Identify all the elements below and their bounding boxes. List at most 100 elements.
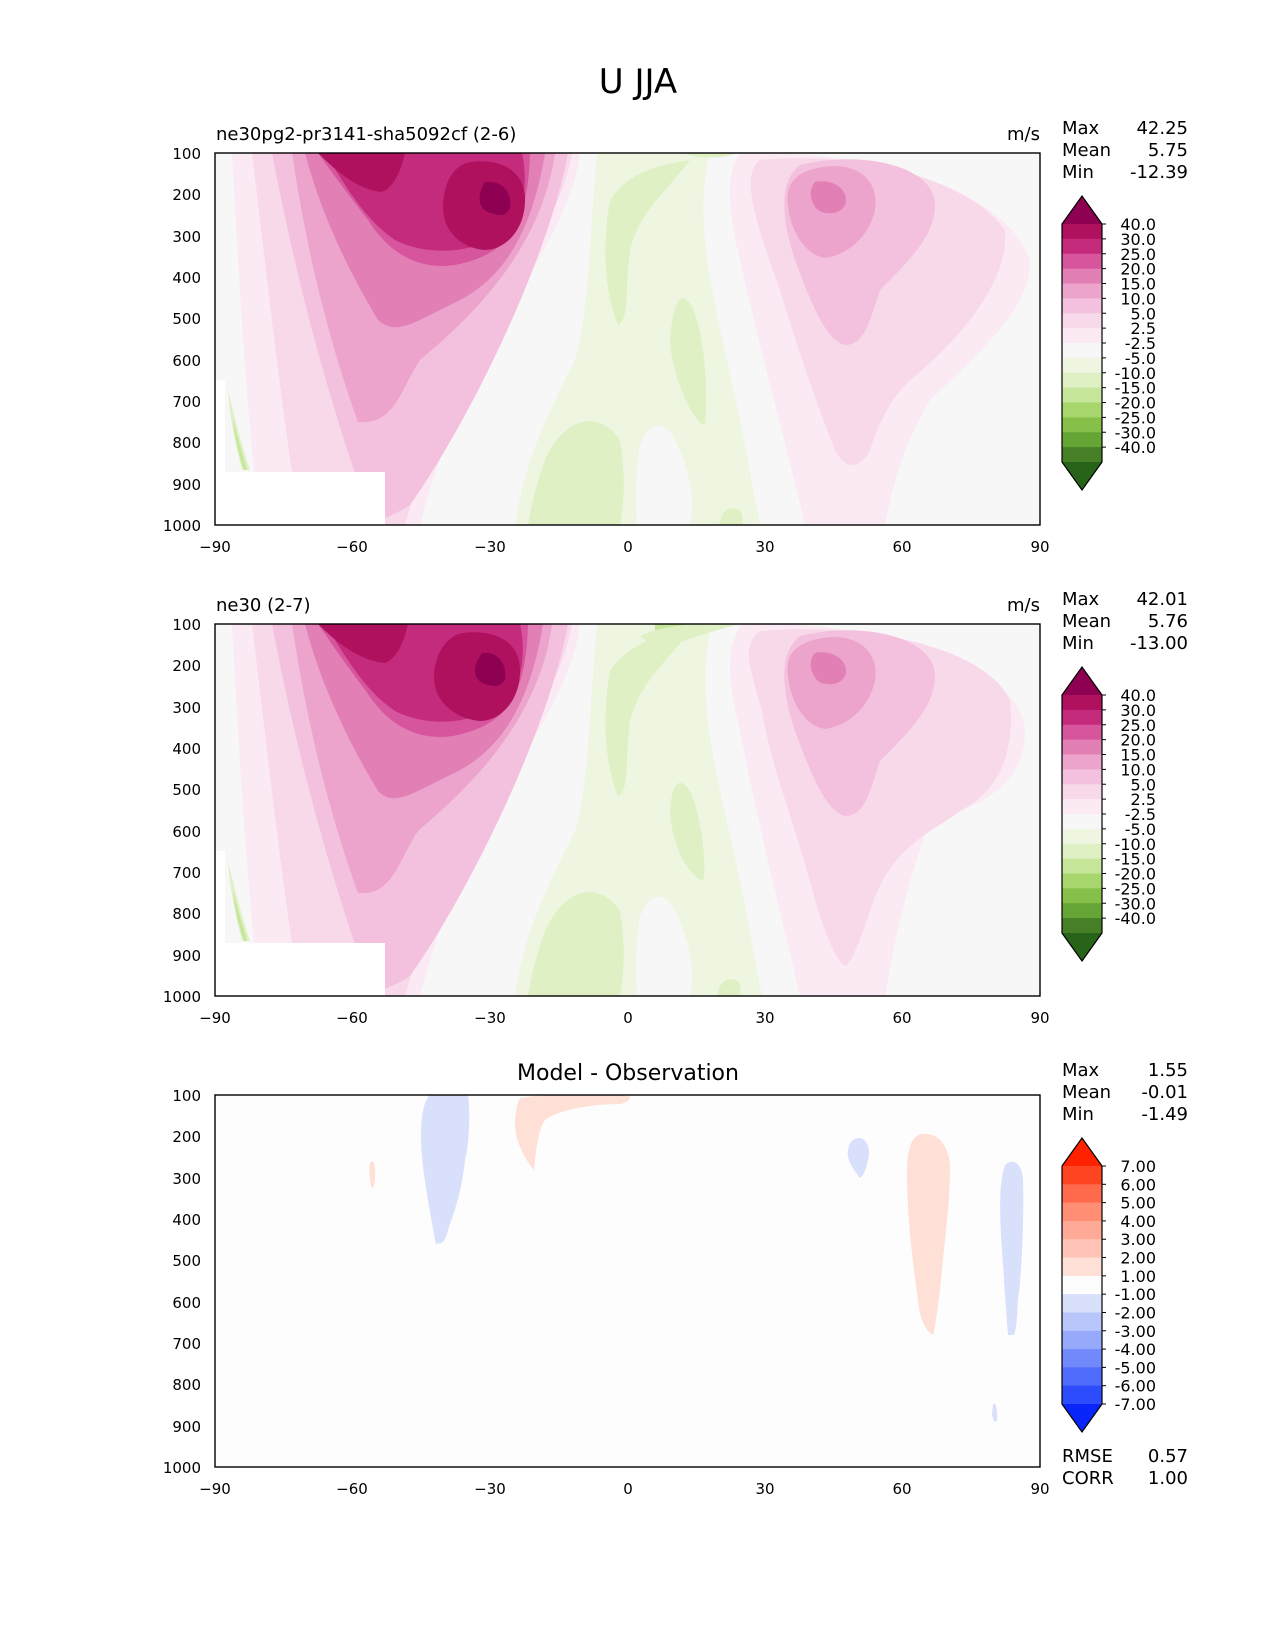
stat-corr-label: CORR — [1062, 1468, 1114, 1489]
stat-max-label: Max — [1062, 1060, 1100, 1081]
colorbar-level-label: 25.0 — [1120, 716, 1156, 735]
colorbar-bin — [1062, 253, 1102, 270]
colorbar-extension-top — [1062, 1138, 1102, 1166]
colorbar-level-label: -15.0 — [1115, 379, 1156, 398]
panel-difference-y-axis: 100 200 300 400 500 600 700 800 900 1000 — [163, 1087, 201, 1477]
anomaly-negative — [421, 1095, 470, 1245]
panel-test-xtick: 30 — [755, 538, 774, 556]
colorbar-bin — [1062, 1330, 1102, 1350]
panel-reference-units: m/s — [1007, 595, 1040, 616]
stat-mean-value: 5.75 — [1148, 140, 1188, 161]
panel-test-xtick: −30 — [474, 538, 506, 556]
colorbar-level-label: 10.0 — [1120, 289, 1156, 308]
colorbar-bin — [1062, 432, 1102, 448]
colorbar-level-label: 4.00 — [1120, 1212, 1156, 1231]
colorbar-level-label: -20.0 — [1115, 394, 1156, 413]
colorbar-bin — [1062, 1275, 1102, 1295]
colorbar-level-label: 30.0 — [1120, 701, 1156, 720]
panel-difference-xtick: −30 — [474, 1480, 506, 1498]
colorbar-bin — [1062, 1367, 1102, 1387]
stat-min-value: -12.39 — [1130, 162, 1188, 183]
panel-reference-ytick: 200 — [172, 657, 201, 675]
anomaly-positive — [369, 1161, 376, 1188]
colorbar-level-label: -25.0 — [1115, 408, 1156, 427]
panel-difference-ytick: 100 — [172, 1087, 201, 1105]
colorbar-level-label: 40.0 — [1120, 215, 1156, 234]
colorbar-bin — [1062, 903, 1102, 919]
stat-min-label: Min — [1062, 1104, 1094, 1125]
panel-reference-ytick: 100 — [172, 616, 201, 634]
colorbar-level-label: -40.0 — [1115, 438, 1156, 457]
panel-reference-xtick: 60 — [892, 1009, 911, 1027]
panel-test-ytick: 400 — [172, 269, 201, 287]
colorbar-bin — [1062, 1294, 1102, 1314]
colorbar-level-label: -40.0 — [1115, 909, 1156, 928]
colorbar-bin — [1062, 1312, 1102, 1332]
colorbar-level-label: -5.00 — [1115, 1358, 1156, 1377]
colorbar-level-label: 1.00 — [1120, 1267, 1156, 1286]
colorbar-bin — [1062, 417, 1102, 433]
anomaly-negative — [1000, 1161, 1024, 1335]
colorbar-bin — [1062, 224, 1102, 240]
panel-test-ytick: 300 — [172, 228, 201, 246]
colorbar-level-label: 6.00 — [1120, 1175, 1156, 1194]
panel-reference-ytick: 700 — [172, 864, 201, 882]
stat-mean-value: 5.76 — [1148, 611, 1188, 632]
colorbar-bin — [1062, 1257, 1102, 1277]
colorbar-level-label: 5.0 — [1131, 775, 1156, 794]
colorbar-bin — [1062, 918, 1102, 934]
panel-test-ytick: 800 — [172, 434, 201, 452]
colorbar-bin — [1062, 1385, 1102, 1405]
panel-test-ytick: 1000 — [163, 517, 201, 535]
figure-title: U JJA — [599, 62, 677, 102]
colorbar-bin — [1062, 313, 1102, 329]
stat-mean-label: Mean — [1062, 611, 1111, 632]
anomaly-negative — [992, 1403, 998, 1422]
panel-reference-frame — [214, 623, 1041, 997]
colorbar-level-label: -10.0 — [1115, 835, 1156, 854]
colorbar-level-label: -15.0 — [1115, 850, 1156, 869]
panel-test-xtick: −60 — [336, 538, 368, 556]
colorbar-level-label: -20.0 — [1115, 865, 1156, 884]
colorbar-level-label: 3.00 — [1120, 1230, 1156, 1249]
panel-reference-x-axis: −90 −60 −30 0 30 60 90 — [199, 1009, 1049, 1027]
panel-reference-ytick: 300 — [172, 699, 201, 717]
panel-difference-xtick: −60 — [336, 1480, 368, 1498]
stat-max-value: 42.01 — [1136, 589, 1188, 610]
panel-test-y-axis: 100 200 300 400 500 600 700 800 900 1000 — [163, 145, 201, 535]
colorbar-extension-bottom — [1062, 462, 1102, 490]
colorbar-bin — [1062, 888, 1102, 904]
colorbar-level-label: 2.5 — [1131, 319, 1156, 338]
colorbar-level-label: 20.0 — [1120, 260, 1156, 279]
colorbar-level-label: -30.0 — [1115, 423, 1156, 442]
stat-corr-value: 1.00 — [1148, 1468, 1188, 1489]
stat-min-value: -1.49 — [1141, 1104, 1188, 1125]
panel-difference-ytick: 900 — [172, 1418, 201, 1436]
panel-reference-xtick: 30 — [755, 1009, 774, 1027]
colorbar-level-label: -4.00 — [1115, 1340, 1156, 1359]
colorbar-bin — [1062, 447, 1102, 463]
colorbar-bin — [1062, 238, 1102, 255]
colorbar-bin — [1062, 799, 1102, 815]
panel-difference-ytick: 1000 — [163, 1459, 201, 1477]
colorbar-extension-top — [1062, 667, 1102, 695]
colorbar-level-label: 15.0 — [1120, 275, 1156, 294]
panel-reference-ytick: 400 — [172, 740, 201, 758]
colorbar-bin — [1062, 754, 1102, 770]
panel-difference-stats: Max 1.55 Mean -0.01 Min -1.49 RMSE 0.57 … — [1062, 1060, 1188, 1489]
colorbar-level-label: 7.00 — [1120, 1157, 1156, 1176]
panel-test-ytick: 100 — [172, 145, 201, 163]
colorbar-level-label: 40.0 — [1120, 686, 1156, 705]
colorbar-level-label: -2.5 — [1125, 805, 1156, 824]
colorbar-bin — [1062, 1166, 1102, 1185]
stat-max-value: 42.25 — [1136, 118, 1188, 139]
colorbar-level-label: -25.0 — [1115, 879, 1156, 898]
panel-reference-stats: Max 42.01 Mean 5.76 Min -13.00 — [1062, 589, 1188, 654]
panel-test-ytick: 500 — [172, 310, 201, 328]
colorbar-bin — [1062, 784, 1102, 800]
panel-difference-ytick: 700 — [172, 1335, 201, 1353]
colorbar-level-label: -5.0 — [1125, 820, 1156, 839]
panel-test-x-axis: −90 −60 −30 0 30 60 90 — [199, 538, 1049, 556]
colorbar-bin — [1062, 343, 1102, 359]
colorbar-level-label: -1.00 — [1115, 1285, 1156, 1304]
